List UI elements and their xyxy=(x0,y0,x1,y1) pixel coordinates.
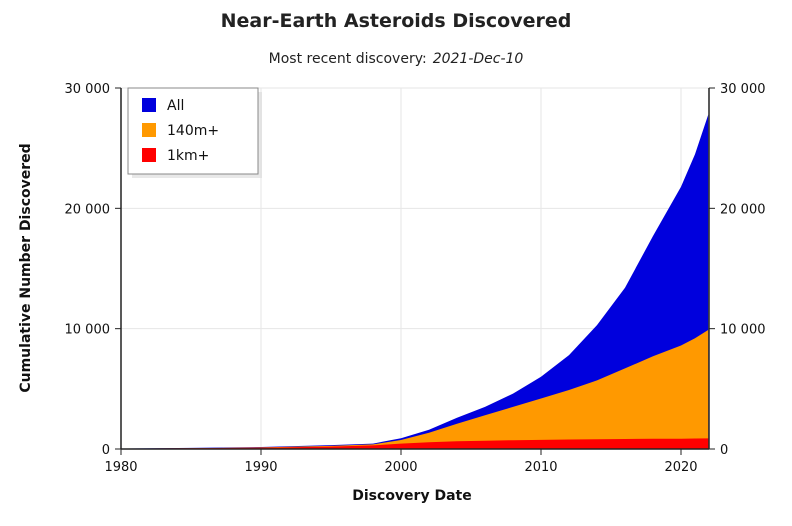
subtitle-prefix: Most recent discovery: xyxy=(269,51,427,67)
y-tick-label-right-10000: 10 000 xyxy=(720,323,766,338)
legend-swatch-2 xyxy=(142,123,156,137)
x-axis-title: Discovery Date xyxy=(352,488,471,504)
chart-subtitle: Most recent discovery: 2021-Dec-10 xyxy=(269,51,524,67)
x-tick-label-2000: 2000 xyxy=(384,460,417,475)
area-series-1 xyxy=(121,114,709,449)
y-tick-label-left-20000: 20 000 xyxy=(65,202,111,217)
y-tick-label-right-0: 0 xyxy=(720,443,728,458)
y-tick-label-right-20000: 20 000 xyxy=(720,202,766,217)
legend-swatch-3 xyxy=(142,148,156,162)
legend-label-3: 1km+ xyxy=(167,148,209,164)
chart-title: Near-Earth Asteroids Discovered xyxy=(221,10,572,32)
y-tick-label-right-30000: 30 000 xyxy=(720,82,766,97)
y-axis-title: Cumulative Number Discovered xyxy=(18,143,34,392)
x-tick-label-2020: 2020 xyxy=(664,460,697,475)
axes xyxy=(115,87,715,455)
legend-swatch-1 xyxy=(142,98,156,112)
x-tick-label-1990: 1990 xyxy=(244,460,277,475)
legend: All 140m+ 1km+ xyxy=(127,87,262,178)
y-tick-label-left-10000: 10 000 xyxy=(65,323,111,338)
legend-label-2: 140m+ xyxy=(167,123,219,139)
y-tick-label-left-0: 0 xyxy=(102,443,110,458)
legend-label-1: All xyxy=(167,98,184,114)
y-tick-label-left-30000: 30 000 xyxy=(65,82,111,97)
x-tick-label-2010: 2010 xyxy=(524,460,557,475)
tick-labels: 1980 1990 2000 2010 2020 0 0 10 000 10 000 20 000… xyxy=(65,82,766,475)
area-series-2 xyxy=(121,329,709,449)
area-series-3 xyxy=(121,438,709,449)
area-series xyxy=(121,114,709,449)
x-tick-label-1980: 1980 xyxy=(104,460,137,475)
subtitle-date: 2021-Dec-10 xyxy=(433,51,524,67)
